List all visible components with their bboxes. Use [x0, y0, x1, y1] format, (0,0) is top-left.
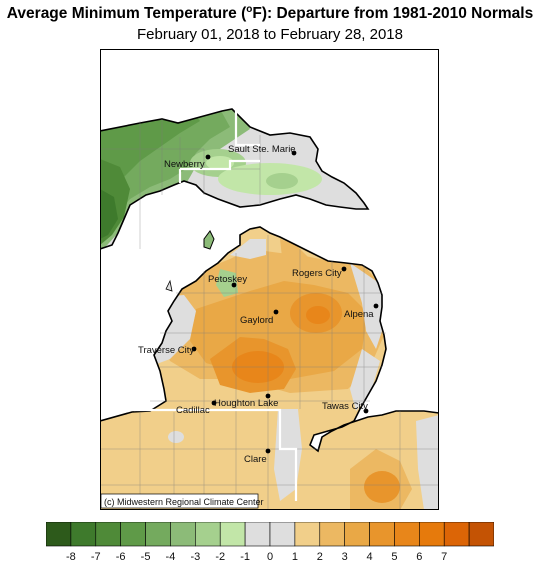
svg-text:Alpena: Alpena — [344, 309, 374, 320]
legend-tick-label: 5 — [391, 551, 397, 562]
legend-tick-label: -3 — [190, 551, 200, 562]
svg-text:Cadillac: Cadillac — [176, 405, 210, 416]
svg-text:Tawas City: Tawas City — [322, 401, 368, 412]
legend-tick-label: 4 — [366, 551, 372, 562]
legend-tick-label: -7 — [91, 551, 101, 562]
city-cadillac: Cadillac — [176, 400, 217, 416]
legend-swatch — [419, 522, 445, 547]
legend-swatch — [294, 522, 321, 547]
legend-tick-label: -4 — [166, 551, 176, 562]
legend-swatch — [120, 522, 146, 547]
legend-swatch — [145, 522, 171, 547]
city-clare: Clare — [244, 448, 271, 465]
svg-text:Rogers City: Rogers City — [292, 268, 342, 279]
city-alpena: Alpena — [344, 303, 379, 320]
svg-text:Newberry: Newberry — [164, 159, 205, 170]
legend-swatch — [344, 522, 370, 547]
svg-text:Houghton Lake: Houghton Lake — [214, 398, 278, 409]
legend-swatch — [219, 522, 246, 547]
legend-swatch — [269, 522, 296, 547]
legend-tick-label: -8 — [66, 551, 76, 562]
city-sault-ste-marie: Sault Ste. Marie — [228, 144, 297, 156]
legend-swatch — [95, 522, 121, 547]
legend-swatch — [319, 522, 345, 547]
credit-box — [100, 493, 259, 509]
svg-text:Clare: Clare — [244, 454, 267, 465]
city-traverse-city: Traverse City — [138, 345, 197, 356]
svg-text:Sault Ste. Marie: Sault Ste. Marie — [228, 144, 296, 155]
credit-text: (c) Midwestern Regional Climate Center — [104, 497, 264, 507]
map-subtitle: February 01, 2018 to February 28, 2018 — [136, 26, 403, 43]
temperature-map: Newberry Sault Ste. Marie Petoskey Roger… — [100, 49, 439, 510]
color-legend: -8 -7 -6 -5 -4 -3 -2 -1 0 1 2 3 4 5 6 7 — [46, 522, 494, 562]
legend-swatch — [170, 522, 196, 547]
legend-tick-label: -6 — [116, 551, 126, 562]
legend-swatch — [443, 522, 470, 547]
legend-tick-label: 3 — [342, 551, 348, 562]
legend-swatch — [369, 522, 395, 547]
legend-swatch — [70, 522, 97, 547]
legend-tick-label: 6 — [416, 551, 422, 562]
svg-text:Gaylord: Gaylord — [240, 315, 273, 326]
legend-tick-label: 1 — [292, 551, 298, 562]
city-newberry: Newberry — [164, 154, 211, 170]
svg-text:Traverse City: Traverse City — [138, 345, 194, 356]
svg-text:Petoskey: Petoskey — [208, 274, 247, 285]
legend-swatch — [195, 522, 221, 547]
legend-tick-label: 0 — [267, 551, 273, 562]
legend-swatch — [244, 522, 271, 547]
city-gaylord: Gaylord — [240, 309, 279, 326]
legend-swatch — [468, 522, 494, 547]
legend-tick-label: -5 — [141, 551, 151, 562]
city-tawas-city: Tawas City — [322, 401, 369, 414]
legend-tick-label: -1 — [240, 551, 250, 562]
city-houghton-lake: Houghton Lake — [214, 393, 278, 409]
legend-swatch — [46, 522, 72, 547]
legend-tick-label: 7 — [441, 551, 447, 562]
city-petoskey: Petoskey — [208, 274, 247, 288]
city-rogers-city: Rogers City — [292, 266, 347, 279]
map-title: Average Minimum Temperature (oF): Depart… — [6, 4, 534, 23]
legend-tick-label: 2 — [317, 551, 323, 562]
legend-tick-label: -2 — [215, 551, 225, 562]
legend-swatch — [394, 522, 420, 547]
